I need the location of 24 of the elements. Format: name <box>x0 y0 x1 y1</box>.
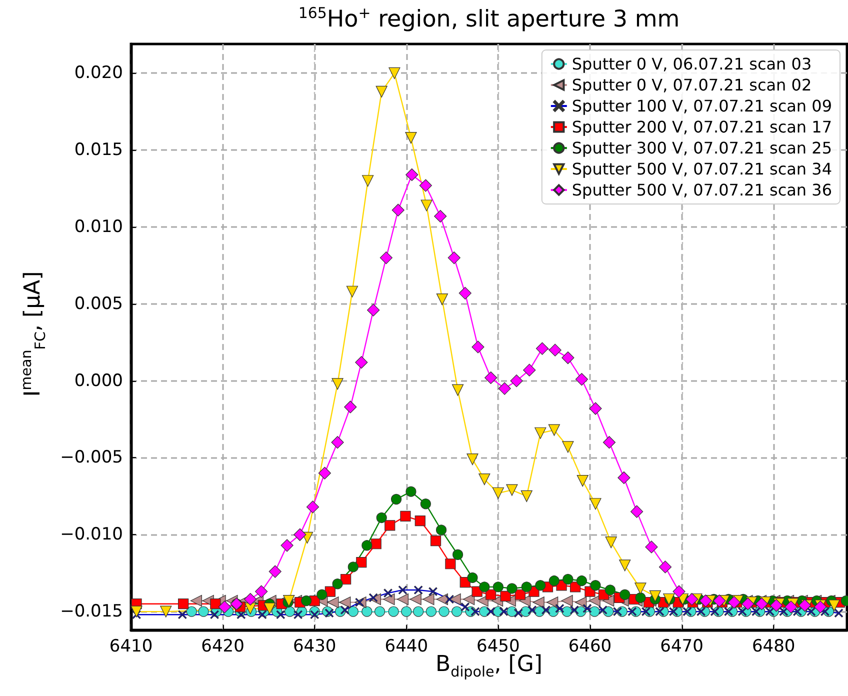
x-tick-label: 6470 <box>660 636 704 656</box>
y-tick-label: 0.020 <box>74 63 123 84</box>
legend-label: Sputter 200 V, 07.07.21 scan 17 <box>572 118 832 136</box>
x-tick-label: 6460 <box>568 636 612 656</box>
legend-label: Sputter 500 V, 07.07.21 scan 34 <box>572 160 832 178</box>
chart-title: $^{165}$Ho$^{+}$ region, slit aperture 3 mm <box>298 4 680 33</box>
x-tick-label: 6410 <box>109 636 153 656</box>
x-tick-label: 6420 <box>201 636 244 656</box>
x-axis-title: B$_{dipole}$, [G] <box>436 652 542 680</box>
y-tick-label: −0.005 <box>60 448 123 468</box>
y-tick-label: 0.015 <box>74 140 123 160</box>
legend-label: Sputter 0 V, 07.07.21 scan 02 <box>572 76 812 94</box>
legend-label: Sputter 500 V, 07.07.21 scan 36 <box>572 180 832 200</box>
y-tick-label: 0.000 <box>74 370 123 391</box>
x-tick-label: 6430 <box>292 636 336 656</box>
y-tick-label: 0.005 <box>74 294 123 314</box>
x-tick-label: 6440 <box>384 636 428 656</box>
legend-label: Sputter 300 V, 07.07.21 scan 25 <box>572 138 832 158</box>
legend-label: Sputter 0 V, 06.07.21 scan 03 <box>572 54 812 74</box>
y-tick-label: −0.010 <box>60 524 123 545</box>
y-tick-label: 0.010 <box>74 217 123 238</box>
x-tick-label: 6480 <box>752 636 796 656</box>
legend-label: Sputter 100 V, 07.07.21 scan 09 <box>572 96 832 116</box>
y-tick-label: −0.015 <box>60 602 123 622</box>
